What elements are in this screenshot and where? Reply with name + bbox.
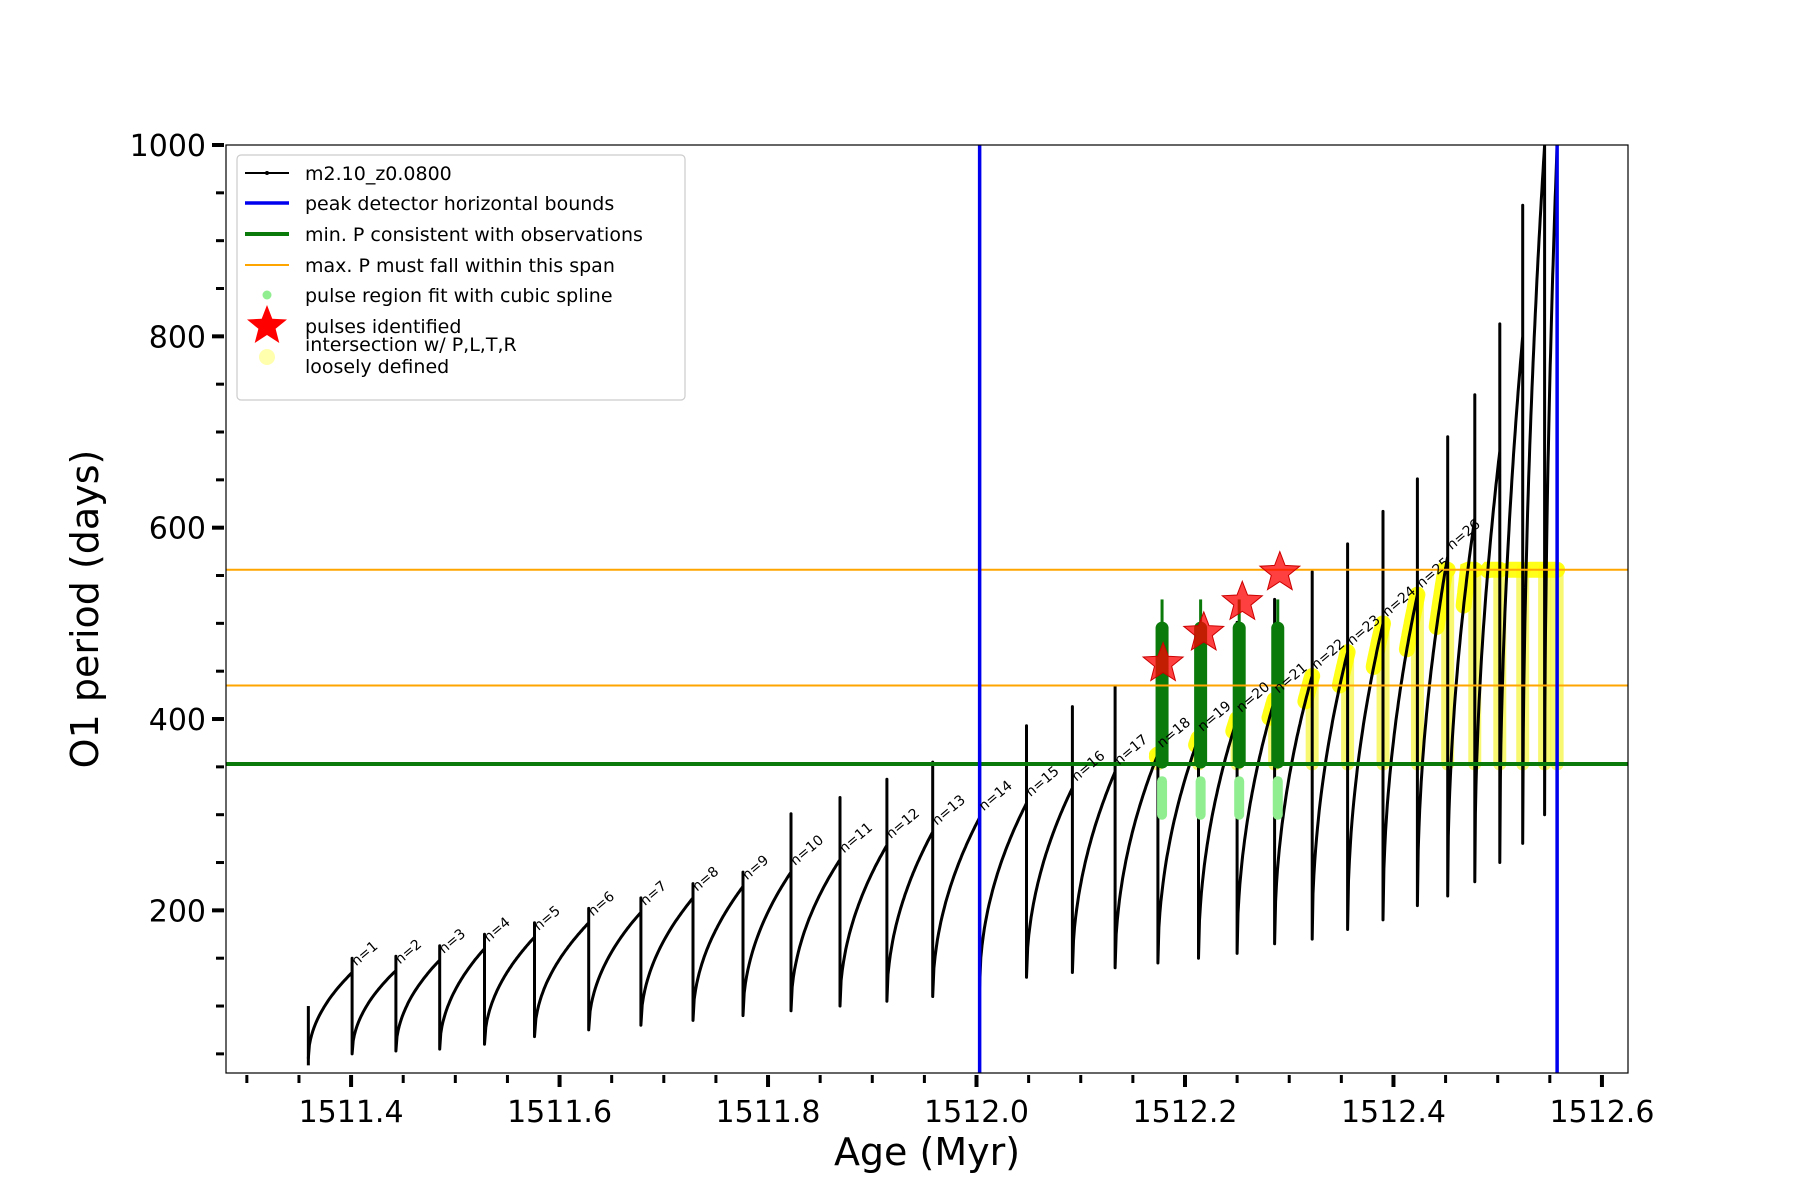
x-axis-label: Age (Myr): [834, 1130, 1020, 1174]
legend-label-2: min. P consistent with observations: [305, 224, 643, 246]
x-tick-label-1: 1511.6: [507, 1095, 612, 1130]
period-series: [306, 145, 1559, 1066]
period-curve: [306, 145, 1559, 1059]
pulse-star-3: [1258, 550, 1302, 591]
legend-label-6: intersection w/ P,L,T,R: [305, 334, 517, 356]
y-axis-label: O1 period (days): [63, 450, 107, 769]
legend-label-4: pulse region fit with cubic spline: [305, 285, 613, 307]
pulse-star-0: [1141, 641, 1185, 682]
x-tick-label-0: 1511.4: [299, 1095, 404, 1130]
pulse-star-2: [1220, 579, 1264, 621]
x-tick-label-6: 1512.6: [1549, 1095, 1654, 1130]
legend-label-5: pulses identified: [305, 316, 461, 338]
x-tick-label-4: 1512.2: [1132, 1095, 1237, 1130]
y-tick-label-0: 200: [149, 894, 206, 929]
legend-handle-series-dot: [265, 171, 269, 175]
legend-box: [236, 154, 686, 401]
plot-frame: [225, 144, 1629, 1074]
legend-handle-lightgreen: [262, 290, 272, 300]
legend-handle-yellow: [259, 349, 275, 365]
pulses-identified-series: [1141, 550, 1302, 682]
axes: 1511.4 1511.6 1511.8 1512.0 1512.2 1512.4 1512…: [130, 129, 1655, 1130]
y-tick-label-4: 1000: [130, 129, 206, 164]
legend-label-6-line2: loosely defined: [305, 356, 449, 378]
y-tick-label-3: 800: [149, 320, 206, 355]
legend-label-3: max. P must fall within this span: [305, 255, 615, 277]
y-tick-label-1: 400: [149, 703, 206, 738]
pulse-star-1: [1182, 610, 1226, 652]
legend-label-1: peak detector horizontal bounds: [305, 193, 614, 215]
x-tick-label-2: 1511.8: [716, 1095, 821, 1130]
y-tick-label-2: 600: [149, 512, 206, 547]
x-tick-label-5: 1512.4: [1341, 1095, 1446, 1130]
legend-label-0: m2.10_z0.0800: [305, 163, 452, 185]
legend-handle-star: [247, 305, 287, 343]
reference-lines: [226, 145, 1628, 1073]
x-tick-label-3: 1512.0: [924, 1095, 1029, 1130]
